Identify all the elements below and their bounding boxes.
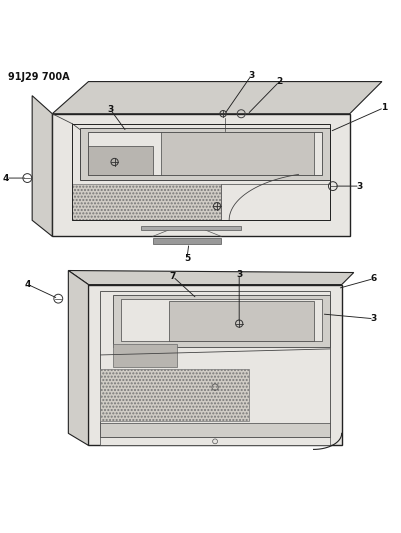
Text: 3: 3 (247, 71, 254, 80)
Polygon shape (112, 295, 329, 347)
Polygon shape (100, 290, 329, 438)
Polygon shape (168, 301, 313, 341)
Text: 3: 3 (107, 105, 113, 114)
Text: 3: 3 (356, 182, 362, 191)
Text: 5: 5 (183, 254, 190, 263)
Polygon shape (80, 128, 329, 180)
Polygon shape (112, 344, 176, 367)
Text: 4: 4 (3, 174, 9, 183)
Text: 2: 2 (275, 77, 282, 86)
Polygon shape (120, 298, 321, 341)
Polygon shape (52, 82, 381, 114)
Polygon shape (152, 238, 221, 245)
Text: 6: 6 (370, 274, 376, 283)
Text: 7: 7 (169, 272, 176, 281)
Text: 4: 4 (25, 280, 31, 289)
Polygon shape (32, 95, 52, 236)
Text: 3: 3 (370, 314, 376, 323)
Polygon shape (140, 227, 241, 230)
Text: 91J29 700A: 91J29 700A (8, 71, 69, 82)
Polygon shape (221, 184, 329, 220)
Polygon shape (72, 184, 221, 220)
Polygon shape (88, 285, 341, 446)
Polygon shape (68, 271, 353, 285)
Polygon shape (88, 146, 152, 175)
Polygon shape (160, 132, 313, 175)
Polygon shape (68, 271, 88, 446)
Polygon shape (100, 369, 249, 421)
Polygon shape (100, 423, 329, 438)
Text: 1: 1 (380, 103, 386, 112)
Polygon shape (88, 132, 321, 175)
Text: 3: 3 (235, 270, 242, 279)
Polygon shape (52, 114, 349, 236)
Polygon shape (100, 438, 329, 446)
